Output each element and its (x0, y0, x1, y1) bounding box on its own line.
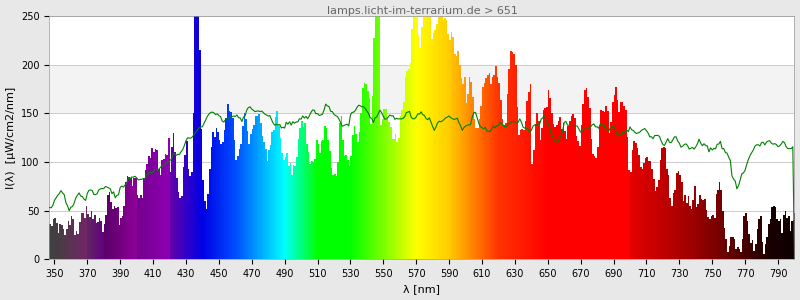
X-axis label: λ [nm]: λ [nm] (403, 284, 441, 294)
Title: lamps.licht-im-terrarium.de > 651: lamps.licht-im-terrarium.de > 651 (326, 6, 518, 16)
Y-axis label: I(λ)  [μW/cm2/nm]: I(λ) [μW/cm2/nm] (6, 87, 15, 189)
Bar (50, 65, 794, 113)
